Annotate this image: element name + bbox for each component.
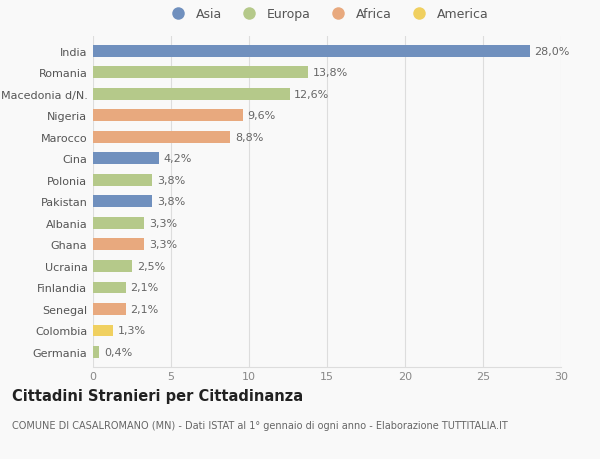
Text: 8,8%: 8,8%: [235, 133, 263, 143]
Bar: [93, 260, 132, 272]
Bar: [93, 89, 290, 101]
Legend: Asia, Europa, Africa, America: Asia, Europa, Africa, America: [163, 6, 491, 24]
Text: 3,3%: 3,3%: [149, 240, 177, 250]
Text: 4,2%: 4,2%: [163, 154, 191, 164]
Text: 12,6%: 12,6%: [294, 90, 329, 100]
Text: 2,1%: 2,1%: [130, 283, 158, 293]
Text: 0,4%: 0,4%: [104, 347, 132, 357]
Bar: [93, 303, 126, 315]
Bar: [93, 239, 145, 251]
Text: 13,8%: 13,8%: [313, 68, 348, 78]
Text: 1,3%: 1,3%: [118, 326, 146, 336]
Bar: [93, 67, 308, 79]
Bar: [93, 174, 152, 186]
Bar: [93, 110, 243, 122]
Text: 9,6%: 9,6%: [247, 111, 275, 121]
Bar: [93, 218, 145, 230]
Text: 2,5%: 2,5%: [137, 261, 165, 271]
Bar: [93, 346, 99, 358]
Bar: [93, 282, 126, 294]
Bar: [93, 46, 530, 58]
Text: 28,0%: 28,0%: [535, 47, 570, 57]
Text: COMUNE DI CASALROMANO (MN) - Dati ISTAT al 1° gennaio di ogni anno - Elaborazion: COMUNE DI CASALROMANO (MN) - Dati ISTAT …: [12, 420, 508, 430]
Text: 3,8%: 3,8%: [157, 175, 185, 185]
Text: 3,8%: 3,8%: [157, 197, 185, 207]
Bar: [93, 196, 152, 208]
Bar: [93, 325, 113, 336]
Text: Cittadini Stranieri per Cittadinanza: Cittadini Stranieri per Cittadinanza: [12, 388, 303, 403]
Bar: [93, 132, 230, 144]
Text: 3,3%: 3,3%: [149, 218, 177, 229]
Text: 2,1%: 2,1%: [130, 304, 158, 314]
Bar: [93, 153, 158, 165]
